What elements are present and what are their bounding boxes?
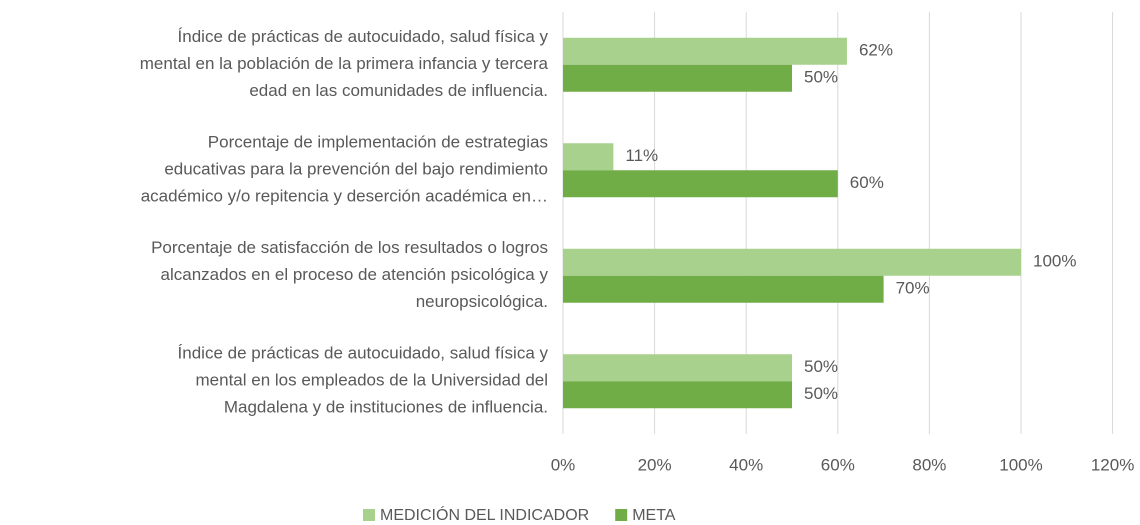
value-label: 100%	[1033, 252, 1076, 271]
x-tick-label: 0%	[551, 455, 576, 474]
category-label: neuropsicológica.	[416, 292, 548, 311]
x-tick-label: 80%	[912, 455, 946, 474]
category-label: Porcentaje de satisfacción de los result…	[151, 238, 548, 257]
legend-label: MEDICIÓN DEL INDICADOR	[380, 505, 589, 524]
legend-label: META	[632, 507, 676, 524]
value-label: 50%	[804, 384, 838, 403]
value-label: 60%	[850, 173, 884, 192]
legend-swatch	[363, 509, 375, 521]
category-label: educativas para la prevención del bajo r…	[164, 160, 548, 179]
category-label: Índice de prácticas de autocuidado, salu…	[178, 344, 549, 363]
bar	[563, 354, 792, 382]
value-label: 70%	[896, 279, 930, 298]
value-label: 11%	[625, 146, 658, 165]
category-label: académico y/o repitencia y deserción aca…	[141, 187, 548, 206]
value-label: 50%	[804, 68, 838, 87]
category-label: mental en la población de la primera inf…	[140, 54, 549, 73]
x-tick-label: 20%	[638, 455, 672, 474]
bar	[563, 64, 792, 92]
x-tick-label: 60%	[821, 455, 855, 474]
category-label: Magdalena y de instituciones de influenc…	[224, 398, 548, 417]
category-label: edad en las comunidades de influencia.	[249, 81, 548, 100]
bar	[563, 381, 792, 409]
category-label: mental en los empleados de la Universida…	[196, 371, 548, 390]
bar	[563, 248, 1021, 276]
category-label: Porcentaje de implementación de estrateg…	[208, 133, 548, 152]
x-tick-label: 40%	[729, 455, 763, 474]
x-tick-label: 100%	[999, 455, 1042, 474]
bar	[563, 170, 838, 198]
bar	[563, 143, 614, 171]
bar	[563, 37, 847, 65]
bar	[563, 275, 884, 303]
category-label: Índice de prácticas de autocuidado, salu…	[178, 27, 549, 46]
x-tick-label: 120%	[1091, 455, 1134, 474]
legend-swatch	[615, 509, 628, 521]
value-label: 62%	[859, 41, 893, 60]
value-label: 50%	[804, 357, 838, 376]
category-label: alcanzados en el proceso de atención psi…	[161, 265, 549, 284]
